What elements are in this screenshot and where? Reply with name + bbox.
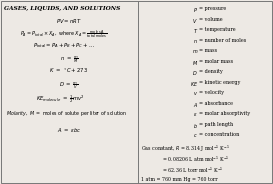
Text: $n$: $n$ <box>193 38 198 45</box>
Text: $D$: $D$ <box>192 69 198 77</box>
Text: $c$: $c$ <box>193 132 198 139</box>
Text: = temperature: = temperature <box>199 27 236 32</box>
Text: = pressure: = pressure <box>199 6 227 11</box>
Text: = 0.08206 L atm mol$^{-1}$ K$^{-1}$: = 0.08206 L atm mol$^{-1}$ K$^{-1}$ <box>162 155 230 164</box>
Text: $PV = nRT$: $PV = nRT$ <box>56 17 82 25</box>
Text: GASES, LIQUIDS, AND SOLUTIONS: GASES, LIQUIDS, AND SOLUTIONS <box>4 6 120 11</box>
Text: $ε$: $ε$ <box>194 111 198 118</box>
Text: $V$: $V$ <box>192 17 198 25</box>
Text: $A$: $A$ <box>193 101 198 109</box>
Text: $n\ =\ \frac{m}{M}$: $n\ =\ \frac{m}{M}$ <box>60 54 78 65</box>
Text: = molar mass: = molar mass <box>199 59 233 64</box>
Text: $P_A = P_{total} \times X_A,$ where $X_A = \frac{\rm moles\ A}{\rm total\ moles}: $P_A = P_{total} \times X_A,$ where $X_A… <box>20 29 107 40</box>
Text: = molar absorptivity: = molar absorptivity <box>199 111 250 116</box>
Text: = volume: = volume <box>199 17 223 22</box>
Text: Gas constant, $R$ = 8.314 J mol$^{-1}$ K$^{-1}$: Gas constant, $R$ = 8.314 J mol$^{-1}$ K… <box>141 144 229 154</box>
Text: $m$: $m$ <box>191 48 198 55</box>
Text: $KE_{molecule}\ =\ \frac{1}{2}mv^2$: $KE_{molecule}\ =\ \frac{1}{2}mv^2$ <box>36 94 85 105</box>
Text: $M$: $M$ <box>192 59 198 67</box>
Text: = absorbance: = absorbance <box>199 101 233 106</box>
Text: $b$: $b$ <box>193 122 198 130</box>
Text: = number of moles: = number of moles <box>199 38 247 43</box>
Text: = velocity: = velocity <box>199 90 224 95</box>
Text: $Molarity,\ M\ =\ \rm moles\ of\ solute\ per\ liter\ of\ solution$: $Molarity,\ M\ =\ \rm moles\ of\ solute\… <box>6 109 127 118</box>
Text: = kinetic energy: = kinetic energy <box>199 80 241 85</box>
Text: $v$: $v$ <box>193 90 198 97</box>
Text: $A\ =\ \varepsilon bc$: $A\ =\ \varepsilon bc$ <box>57 126 81 134</box>
Text: = path length: = path length <box>199 122 233 127</box>
Text: $P$: $P$ <box>193 6 198 14</box>
Text: $T$: $T$ <box>193 27 198 35</box>
Text: = density: = density <box>199 69 223 74</box>
Text: = 62.36 L torr mol$^{-1}$ K$^{-1}$: = 62.36 L torr mol$^{-1}$ K$^{-1}$ <box>162 166 224 176</box>
Text: $KE$: $KE$ <box>190 80 198 88</box>
Text: $D\ =\ \frac{m}{V}$: $D\ =\ \frac{m}{V}$ <box>59 80 79 91</box>
Text: 1 atm = 760 mm Hg = 760 torr: 1 atm = 760 mm Hg = 760 torr <box>141 177 217 182</box>
Text: = mass: = mass <box>199 48 217 53</box>
Text: $K\ =\ {^\circ}C + 273$: $K\ =\ {^\circ}C + 273$ <box>49 67 88 75</box>
Text: = concentration: = concentration <box>199 132 239 137</box>
Text: $P_{total} = P_A + P_B + P_C + \ldots$: $P_{total} = P_A + P_B + P_C + \ldots$ <box>33 41 94 50</box>
